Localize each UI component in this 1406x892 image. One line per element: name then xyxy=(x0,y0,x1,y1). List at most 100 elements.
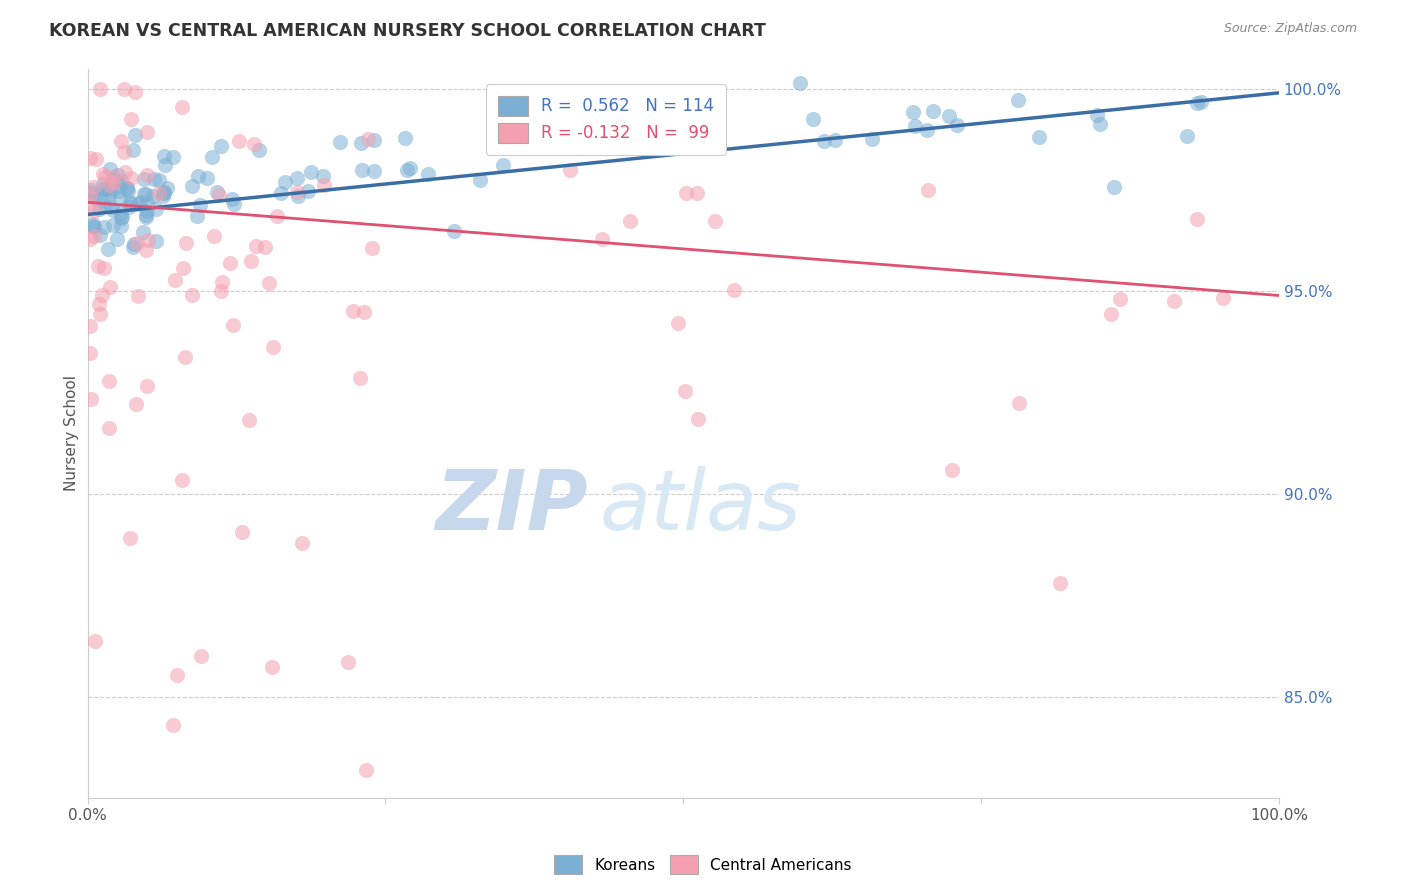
Point xyxy=(105,231,128,245)
Point xyxy=(704,213,727,227)
Point xyxy=(93,220,115,235)
Point xyxy=(285,185,308,199)
Point xyxy=(201,150,224,164)
Point xyxy=(80,183,103,197)
Point xyxy=(98,186,121,200)
Point xyxy=(395,162,418,177)
Point xyxy=(174,235,197,250)
Point xyxy=(110,134,132,148)
Point xyxy=(209,139,232,153)
Point xyxy=(121,240,143,254)
Point xyxy=(145,202,167,216)
Point xyxy=(79,186,101,200)
Point xyxy=(89,192,111,206)
Point xyxy=(824,133,846,147)
Point xyxy=(675,186,697,201)
Point xyxy=(180,178,202,193)
Point xyxy=(121,144,143,158)
Point xyxy=(353,305,375,319)
Point xyxy=(135,186,157,201)
Point xyxy=(174,350,197,364)
Point xyxy=(172,260,194,275)
Point xyxy=(79,319,101,334)
Point xyxy=(84,634,107,648)
Point xyxy=(1007,93,1029,107)
Point xyxy=(120,171,142,186)
Point xyxy=(297,184,319,198)
Point xyxy=(342,304,364,318)
Point xyxy=(166,668,188,682)
Point xyxy=(270,186,292,201)
Point xyxy=(188,198,211,212)
Point xyxy=(98,178,121,192)
Point xyxy=(673,384,696,399)
Point xyxy=(135,210,157,224)
Point xyxy=(398,161,420,176)
Point xyxy=(110,174,132,188)
Point xyxy=(82,217,104,231)
Point xyxy=(904,120,927,134)
Point xyxy=(87,202,110,217)
Point xyxy=(91,288,114,302)
Point xyxy=(98,279,121,293)
Point xyxy=(1163,293,1185,308)
Point xyxy=(82,180,104,194)
Point xyxy=(211,275,233,289)
Point xyxy=(89,227,111,242)
Point xyxy=(152,189,174,203)
Point xyxy=(1212,291,1234,305)
Point xyxy=(97,182,120,196)
Point xyxy=(257,276,280,290)
Point xyxy=(1090,117,1112,131)
Point xyxy=(238,413,260,427)
Point xyxy=(108,184,131,198)
Point xyxy=(558,163,581,178)
Point xyxy=(901,105,924,120)
Point xyxy=(118,200,141,214)
Point xyxy=(110,211,132,225)
Point xyxy=(84,188,107,202)
Point xyxy=(115,180,138,194)
Point xyxy=(124,397,146,411)
Point xyxy=(93,260,115,275)
Point xyxy=(285,171,308,186)
Point xyxy=(190,648,212,663)
Point xyxy=(1185,95,1208,110)
Point xyxy=(120,531,142,545)
Point xyxy=(686,411,709,425)
Point xyxy=(470,172,492,186)
Point xyxy=(209,284,232,298)
Point xyxy=(79,188,101,202)
Point xyxy=(91,167,114,181)
Point xyxy=(915,123,938,137)
Point xyxy=(83,229,105,244)
Point xyxy=(125,236,148,251)
Point xyxy=(222,318,245,332)
Point xyxy=(127,197,149,211)
Point xyxy=(245,238,267,252)
Point xyxy=(120,197,142,211)
Point xyxy=(336,655,359,669)
Point xyxy=(115,181,138,195)
Point xyxy=(89,307,111,321)
Point xyxy=(299,165,322,179)
Point xyxy=(131,225,153,239)
Point xyxy=(156,181,179,195)
Point xyxy=(110,191,132,205)
Point xyxy=(135,168,157,182)
Point xyxy=(114,165,136,179)
Point xyxy=(1109,292,1132,306)
Point xyxy=(132,186,155,201)
Text: atlas: atlas xyxy=(600,466,801,547)
Point xyxy=(110,205,132,219)
Point xyxy=(172,473,194,487)
Point xyxy=(120,112,142,126)
Point xyxy=(103,173,125,187)
Point xyxy=(329,135,352,149)
Point xyxy=(231,524,253,539)
Point xyxy=(312,169,335,184)
Point xyxy=(243,137,266,152)
Point xyxy=(89,82,111,96)
Point xyxy=(136,379,159,393)
Point xyxy=(145,234,167,248)
